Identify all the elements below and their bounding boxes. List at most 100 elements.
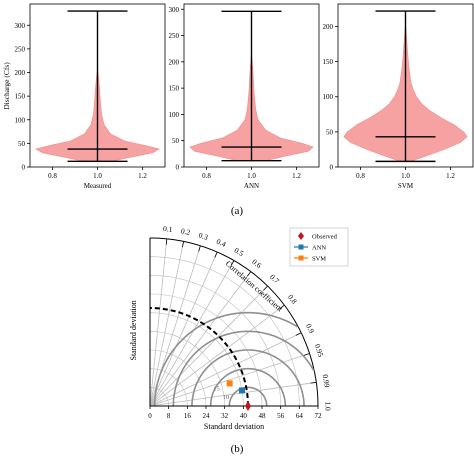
correlation-grid-line [149, 260, 235, 407]
correlation-tick-label: 0.95 [313, 343, 326, 359]
std-x-tick-label: 0 [148, 412, 152, 420]
caption-b: (b) [231, 443, 244, 455]
correlation-tick [165, 238, 168, 245]
std-x-tick-label: 24 [203, 412, 211, 420]
y-tick-label: 50 [326, 128, 334, 136]
y-tick-label: 200 [15, 69, 26, 77]
x-tick-label: 1.2 [138, 172, 147, 180]
std-x-tick-label: 48 [259, 412, 267, 420]
correlation-grid-line [149, 238, 168, 407]
correlation-tick [303, 353, 310, 356]
std-x-tick-label: 64 [296, 412, 304, 420]
y-tick-label: 50 [172, 137, 180, 145]
reference-std-arc [149, 307, 249, 407]
correlation-grid-line [149, 251, 218, 407]
x-tick-label: 1.2 [292, 172, 301, 180]
y-tick-label: 250 [15, 45, 26, 53]
violin-name: ANN [244, 182, 259, 190]
legend-label: SVM [312, 256, 326, 263]
correlation-tick-label: 1.0 [323, 401, 332, 411]
x-tick-label: 0.8 [48, 172, 57, 180]
legend: Observed ANN SVM [289, 227, 349, 267]
legend-label: ANN [312, 245, 326, 252]
y-tick-label: 0 [176, 164, 180, 172]
legend-marker [298, 232, 304, 240]
y-tick-label: 150 [169, 85, 180, 93]
rms-contour [228, 386, 268, 406]
std-grid-arc [149, 387, 169, 407]
violin-panel-ann: 0 50 100 150 200 250 300 0.8 1.0 1.2 ANN [169, 3, 320, 190]
rms-contour [172, 330, 315, 407]
correlation-grid-line [149, 285, 268, 407]
y-tick-label: 100 [15, 116, 26, 124]
y-tick-label: 100 [323, 93, 334, 101]
x-tick-label: 1.0 [247, 172, 256, 180]
x-tick-label: 0.8 [202, 172, 211, 180]
x-tick-label: 1.0 [401, 172, 410, 180]
std-x-tick-label: 40 [240, 412, 248, 420]
y-tick-label: 250 [169, 32, 180, 40]
correlation-tick [295, 332, 302, 336]
std-grid-arc [149, 312, 244, 407]
correlation-tick [198, 245, 201, 252]
std-x-tick-label: 32 [221, 412, 229, 420]
correlation-tick [263, 285, 268, 291]
y-tick-label: 50 [18, 140, 26, 148]
y-tick-label: 200 [169, 58, 180, 66]
caption-a: (a) [231, 205, 244, 217]
std-x-tick-label: 56 [277, 412, 285, 420]
legend-item-svm: SVM [294, 255, 326, 263]
correlation-tick [246, 271, 252, 277]
y-tick-label: 300 [169, 6, 180, 14]
violin-name: SVM [398, 182, 414, 190]
y-tick-label: 100 [169, 111, 180, 119]
x-tick-label: 0.8 [356, 172, 365, 180]
violin-panel-group: 0 50 100 150 200 250 300 0.8 1.0 1.2 Measured 0 50 10… [2, 3, 474, 190]
legend-item-ann: ANN [294, 244, 326, 252]
point-svm [226, 380, 233, 387]
taylor-diagram: 0.1 0.2 0.3 0.4 0.5 0.6 0.7 0.8 0.9 0.95 0.99 1.0 0 8… [129, 224, 349, 431]
std-x-tick-label: 16 [184, 412, 192, 420]
std-grid-arc [149, 349, 207, 407]
correlation-tick-label: 0.6 [250, 257, 263, 270]
correlation-tick [182, 241, 184, 248]
rms-contour [191, 349, 305, 406]
std-grid-arc [149, 331, 225, 407]
legend-marker [298, 255, 304, 261]
correlation-tick-label: 0.5 [233, 246, 246, 259]
std-grid-arc [149, 293, 263, 407]
violin-panel-svm: 0 50 100 150 200 0.8 1.0 1.2 SVM [323, 3, 474, 190]
correlation-tick [230, 260, 235, 266]
correlation-tick-label: 0.8 [286, 293, 299, 306]
std-grid-arc [149, 256, 300, 407]
correlation-tick-label: 0.2 [180, 226, 191, 237]
violin-name: Measured [84, 182, 112, 190]
correlation-tick-label: 0.9 [304, 322, 316, 335]
correlation-tick [214, 251, 218, 258]
y-tick-label: 150 [15, 93, 26, 101]
x-axis-label: Standard deviation [204, 422, 264, 431]
y-axis-label: Standard deviation [129, 300, 138, 360]
point-ann [239, 387, 246, 394]
std-x-tick-label: 72 [315, 412, 323, 420]
correlation-tick [310, 381, 317, 384]
correlation-tick-label: 0.7 [268, 272, 281, 285]
correlation-tick [279, 304, 285, 310]
y-tick-label: 200 [323, 23, 334, 31]
std-grid-arc [149, 368, 188, 407]
y-tick-label: 0 [22, 164, 26, 172]
correlation-tick-label: 0.4 [215, 237, 227, 249]
correlation-grid-line [149, 241, 184, 407]
correlation-grid-line [149, 332, 302, 407]
legend-item-observed: Observed [298, 232, 338, 241]
rms-contour-label: 15 [213, 385, 220, 392]
correlation-tick-label: 0.99 [321, 374, 332, 389]
correlation-grid-line [149, 271, 252, 407]
rms-contour-label: 10 [223, 394, 230, 401]
rms-contour [153, 311, 298, 406]
std-x-tick-label: 8 [167, 412, 171, 420]
x-tick-label: 1.2 [446, 172, 455, 180]
correlation-tick-label: 0.3 [198, 230, 210, 241]
legend-label: Observed [312, 234, 338, 241]
